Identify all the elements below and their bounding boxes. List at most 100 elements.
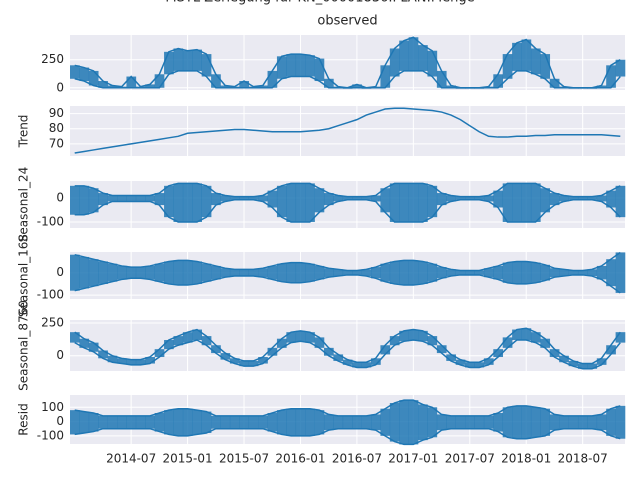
value-band [380, 345, 391, 355]
value-band [126, 76, 137, 88]
value-band [107, 195, 118, 202]
value-band [126, 415, 137, 429]
value-band [596, 85, 607, 88]
value-band [371, 195, 381, 202]
value-band [418, 183, 428, 222]
value-band [436, 414, 447, 431]
value-band [530, 262, 541, 283]
value-band [258, 85, 268, 88]
value-band [436, 70, 447, 88]
y-tick-label: -100 [37, 288, 64, 302]
value-band [474, 196, 485, 200]
value-band [418, 404, 428, 441]
value-band [220, 415, 231, 429]
panel-title: observed [317, 14, 377, 29]
value-band [446, 415, 456, 429]
value-band [559, 269, 569, 277]
value-band [380, 65, 391, 88]
value-band [521, 328, 532, 341]
value-band [323, 78, 334, 88]
value-band [559, 195, 569, 202]
value-band [258, 268, 268, 278]
value-band [126, 195, 137, 202]
value-band [164, 261, 174, 284]
value-band [276, 410, 287, 435]
value-band [577, 196, 588, 200]
value-band [79, 338, 90, 348]
value-band [314, 410, 325, 435]
value-band [117, 195, 127, 202]
value-band [164, 340, 174, 350]
x-tick-label: 2015-01 [163, 452, 213, 466]
value-band [512, 329, 522, 341]
value-band [79, 185, 90, 215]
value-band [559, 355, 569, 363]
value-band [418, 261, 428, 284]
value-band [483, 195, 494, 202]
value-band [361, 269, 372, 277]
value-band [314, 188, 325, 213]
value-band [154, 74, 165, 88]
value-band [465, 362, 475, 368]
value-band [248, 415, 259, 429]
value-band [135, 359, 146, 365]
value-band [220, 195, 231, 202]
x-tick-label: 2016-01 [275, 452, 325, 466]
value-band [493, 413, 504, 432]
series-line [74, 339, 621, 370]
value-band [117, 358, 127, 364]
value-band [192, 261, 202, 284]
value-band [98, 261, 108, 284]
value-band [549, 78, 560, 88]
value-band [220, 85, 231, 88]
value-band [408, 329, 419, 341]
value-band [408, 400, 419, 445]
series-line [74, 182, 621, 198]
value-band [455, 359, 466, 365]
y-tick-label: 70 [49, 136, 64, 150]
value-band [502, 54, 513, 79]
value-band [436, 267, 447, 279]
value-band [117, 265, 127, 280]
value-band [352, 84, 362, 88]
value-band [305, 55, 315, 77]
value-band [145, 265, 155, 280]
value-band [446, 269, 456, 277]
x-tick-label: 2015-07 [219, 452, 269, 466]
value-band [70, 254, 80, 291]
y-tick-label: 0 [56, 414, 64, 428]
value-band [615, 59, 626, 77]
value-band [305, 263, 315, 282]
value-band [276, 263, 287, 282]
value-band [577, 363, 588, 369]
value-band [258, 195, 268, 202]
value-band [323, 414, 334, 431]
value-band [418, 330, 428, 342]
series-line [74, 274, 621, 294]
value-band [79, 411, 90, 433]
value-band [455, 415, 466, 429]
value-band [455, 196, 466, 200]
value-band [182, 183, 193, 222]
value-band [295, 54, 306, 77]
value-band [361, 415, 372, 429]
value-band [408, 183, 419, 222]
value-band [267, 413, 278, 432]
value-band [211, 193, 221, 206]
value-band [399, 40, 409, 71]
value-band [201, 185, 212, 218]
value-band [427, 50, 438, 77]
value-band [521, 183, 532, 222]
value-band [549, 193, 560, 206]
y-tick-label: 100 [41, 400, 64, 414]
value-band [248, 360, 259, 367]
value-band [446, 85, 456, 88]
value-band [201, 336, 212, 346]
y-tick-label: 250 [41, 52, 64, 66]
value-band [258, 357, 268, 364]
value-band [389, 261, 400, 284]
value-band [361, 196, 372, 200]
value-band [135, 195, 146, 202]
value-band [107, 415, 118, 429]
